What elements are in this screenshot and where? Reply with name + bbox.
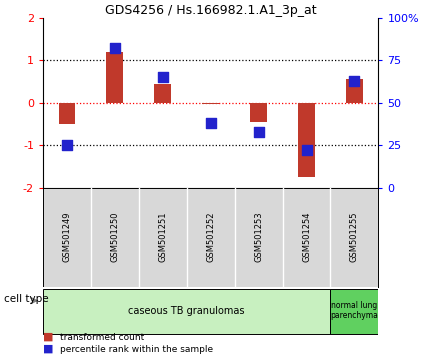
Bar [107, 52, 123, 103]
Text: ■: ■ [43, 344, 53, 354]
Text: GSM501255: GSM501255 [350, 212, 359, 262]
Bar [298, 103, 315, 177]
Bar [154, 84, 171, 103]
Point [303, 147, 310, 153]
Text: GSM501250: GSM501250 [111, 212, 120, 262]
Text: percentile rank within the sample: percentile rank within the sample [60, 345, 213, 354]
Point [111, 45, 118, 51]
Point [64, 142, 71, 148]
Text: GSM501249: GSM501249 [62, 212, 71, 262]
Text: GSM501251: GSM501251 [158, 212, 167, 262]
Text: GSM501254: GSM501254 [302, 212, 311, 262]
Bar [58, 103, 75, 124]
Text: transformed count: transformed count [60, 333, 144, 342]
Point [207, 120, 214, 126]
Text: caseous TB granulomas: caseous TB granulomas [129, 306, 245, 315]
Title: GDS4256 / Hs.166982.1.A1_3p_at: GDS4256 / Hs.166982.1.A1_3p_at [105, 4, 316, 17]
Text: cell type: cell type [4, 294, 49, 304]
Text: GSM501253: GSM501253 [254, 212, 263, 263]
Bar [331, 289, 378, 334]
Point [255, 129, 262, 135]
Bar [43, 289, 331, 334]
Point [351, 78, 358, 84]
Text: GSM501252: GSM501252 [206, 212, 215, 262]
Bar [346, 79, 363, 103]
Point [160, 74, 166, 80]
Text: ■: ■ [43, 332, 53, 342]
Text: normal lung
parenchyma: normal lung parenchyma [331, 301, 378, 320]
Bar [250, 103, 267, 122]
